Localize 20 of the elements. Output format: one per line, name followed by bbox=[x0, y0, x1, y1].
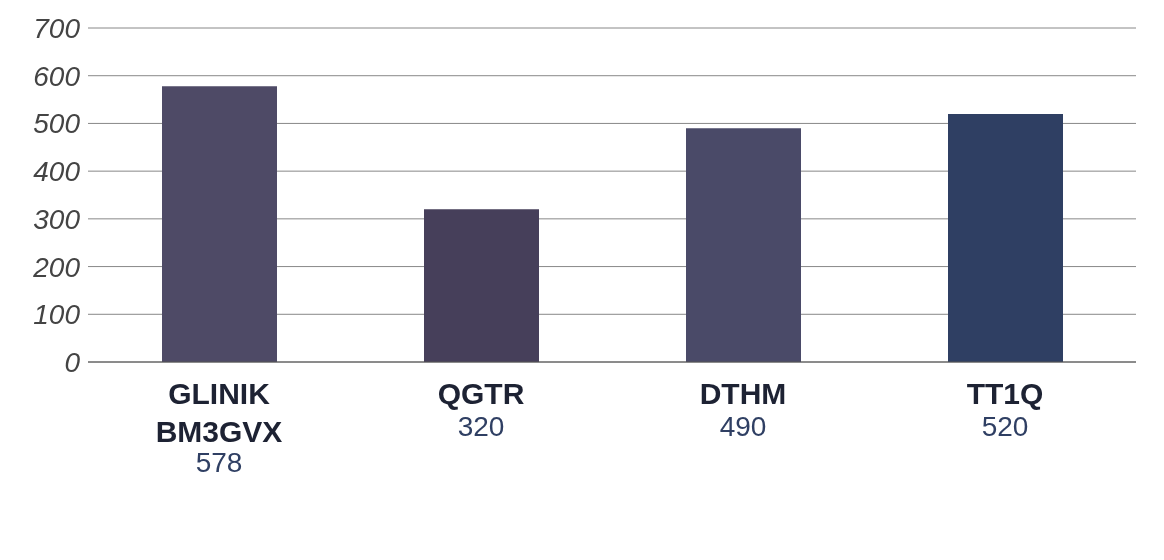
data-label: 490 bbox=[719, 411, 767, 442]
y-tick-label: 500 bbox=[33, 108, 81, 140]
data-label: 578 bbox=[195, 447, 243, 478]
x-tick-label: QGTR bbox=[437, 377, 525, 410]
y-tick-label: 400 bbox=[33, 156, 81, 188]
data-label: 320 bbox=[457, 411, 505, 442]
y-tick-label: 200 bbox=[32, 251, 81, 283]
y-tick-label: 100 bbox=[33, 299, 81, 331]
x-tick-label: TT1Q bbox=[966, 377, 1044, 410]
bar bbox=[162, 86, 277, 362]
y-tick-label: 600 bbox=[33, 60, 81, 92]
y-tick-label: 300 bbox=[33, 203, 81, 235]
y-tick-label: 0 bbox=[64, 346, 81, 378]
bar bbox=[686, 128, 801, 362]
y-tick-label: 700 bbox=[33, 12, 81, 44]
bar bbox=[948, 113, 1063, 362]
bar bbox=[424, 209, 539, 362]
data-label: 520 bbox=[981, 411, 1029, 442]
x-tick-label: GLINIK BM3GVX bbox=[155, 377, 283, 448]
x-tick-label: DTHM bbox=[699, 377, 787, 410]
